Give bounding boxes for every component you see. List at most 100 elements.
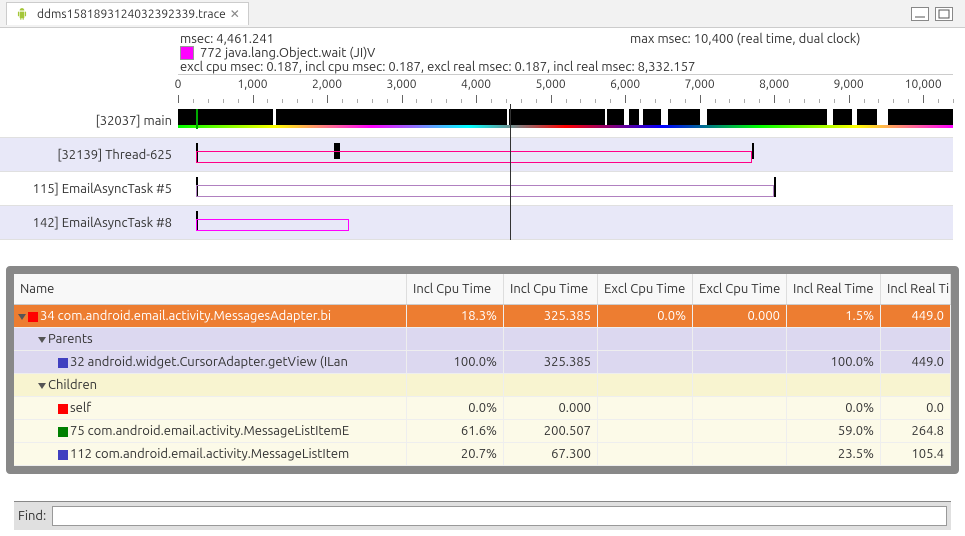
thread-row[interactable]: [32139] Thread-625 <box>0 138 953 172</box>
stats-row[interactable]: Parents <box>14 328 951 351</box>
stats-name: 75 com.android.email.activity.MessageLis… <box>14 420 407 442</box>
ruler-label: 9,000 <box>834 78 864 91</box>
stats-value <box>598 328 693 350</box>
method-color-swatch <box>180 46 194 60</box>
stats-row[interactable]: 75 com.android.email.activity.MessageLis… <box>14 420 951 443</box>
stats-value: 0.0% <box>787 397 881 419</box>
method-label: 772 java.lang.Object.wait (JI)V <box>200 46 375 60</box>
stats-row[interactable]: 112 com.android.email.activity.MessageLi… <box>14 443 951 466</box>
ruler-label: 8,000 <box>759 78 789 91</box>
stats-row[interactable]: 34 com.android.email.activity.MessagesAd… <box>14 305 951 328</box>
stats-value <box>407 374 504 396</box>
stats-row[interactable]: Children <box>14 374 951 397</box>
stats-value: 59.0% <box>787 420 881 442</box>
ruler-label: 1,000 <box>238 78 268 91</box>
col-incl-cpu-pct[interactable]: Incl Cpu Time <box>407 274 504 304</box>
find-label: Find: <box>18 509 46 523</box>
expand-icon[interactable] <box>38 337 46 343</box>
thread-label: [32037] main <box>0 114 178 128</box>
method-color-icon <box>58 450 68 460</box>
method-color-icon <box>58 427 68 437</box>
stats-value <box>407 328 504 350</box>
thread-row[interactable]: 115] EmailAsyncTask #5 <box>0 172 953 206</box>
thread-track[interactable] <box>178 107 953 135</box>
stats-value: 0.0% <box>598 305 693 327</box>
android-icon <box>15 7 29 21</box>
stats-value: 0.0% <box>407 397 504 419</box>
stats-value: 67.300 <box>504 443 598 465</box>
stats-body: 34 com.android.email.activity.MessagesAd… <box>14 305 951 466</box>
stats-value <box>598 420 693 442</box>
stats-value: 20.7% <box>407 443 504 465</box>
ruler-label: 7,000 <box>685 78 715 91</box>
find-input[interactable] <box>52 506 947 526</box>
stats-value: 0.000 <box>504 397 598 419</box>
ruler-label: 4,000 <box>461 78 491 91</box>
stats-value: 18.3% <box>407 305 504 327</box>
stats-row[interactable]: self0.0%0.0000.0%0.0 <box>14 397 951 420</box>
stats-value: 100.0% <box>787 351 881 373</box>
max-msec-label: max msec: 10,400 (real time, dual clock) <box>630 32 860 46</box>
stats-value: 1.5% <box>787 305 881 327</box>
stats-value: 0.0 <box>881 397 951 419</box>
stats-value <box>693 397 787 419</box>
tab-close-icon[interactable]: ✕ <box>230 7 240 21</box>
stats-value <box>787 374 881 396</box>
stats-value: 200.507 <box>504 420 598 442</box>
col-name[interactable]: Name <box>14 274 407 304</box>
thread-label: 115] EmailAsyncTask #5 <box>0 182 178 196</box>
trace-info: msec: 4,461.241 max msec: 10,400 (real t… <box>0 28 965 74</box>
col-incl-cpu-time[interactable]: Incl Cpu Time <box>504 274 598 304</box>
time-cursor[interactable] <box>510 104 511 240</box>
msec-label: msec: 4,461.241 <box>180 32 630 46</box>
stats-name: 34 com.android.email.activity.MessagesAd… <box>14 305 407 327</box>
ruler-label: 2,000 <box>312 78 342 91</box>
ruler-label: 5,000 <box>536 78 566 91</box>
col-excl-cpu-time[interactable]: Excl Cpu Time <box>693 274 787 304</box>
stats-row[interactable]: 32 android.widget.CursorAdapter.getView … <box>14 351 951 374</box>
expand-icon[interactable] <box>18 314 26 320</box>
time-ruler[interactable]: 01,0002,0003,0004,0005,0006,0007,0008,00… <box>178 74 953 104</box>
titlebar: ddms1581893124032392339.trace ✕ <box>0 0 965 28</box>
stats-value: 105.4 <box>881 443 951 465</box>
stats-name: self <box>14 397 407 419</box>
thread-track[interactable] <box>178 175 953 203</box>
stats-name: Parents <box>14 328 407 350</box>
col-incl-real-time[interactable]: Incl Real Ti <box>881 274 951 304</box>
ruler-label: 0 <box>175 78 182 91</box>
col-excl-cpu-pct[interactable]: Excl Cpu Time <box>598 274 693 304</box>
stats-value <box>693 374 787 396</box>
stats-value: 325.385 <box>504 351 598 373</box>
stats-value: 0.000 <box>693 305 787 327</box>
tab-title-text: ddms1581893124032392339.trace <box>37 8 226 21</box>
ruler-label: 10,000 <box>905 78 942 91</box>
find-bar: Find: <box>14 501 951 530</box>
stats-value <box>598 351 693 373</box>
minimize-button[interactable] <box>911 7 929 21</box>
thread-track[interactable] <box>178 141 953 169</box>
stats-value <box>881 374 951 396</box>
stats-value <box>693 420 787 442</box>
timeline: [32037] main [32139] Thread-625 115] Email… <box>0 104 953 240</box>
stats-name: 32 android.widget.CursorAdapter.getView … <box>14 351 407 373</box>
stats-value <box>693 328 787 350</box>
method-color-icon <box>58 404 68 414</box>
thread-label: [32139] Thread-625 <box>0 148 178 162</box>
thread-label: 142] EmailAsyncTask #8 <box>0 216 178 230</box>
stats-value: 449.0 <box>881 305 951 327</box>
thread-track[interactable] <box>178 209 953 237</box>
stats-value <box>693 443 787 465</box>
stats-panel: Name Incl Cpu Time Incl Cpu Time Excl Cp… <box>6 266 959 474</box>
tab-active[interactable]: ddms1581893124032392339.trace ✕ <box>6 2 249 25</box>
stats-value: 264.8 <box>881 420 951 442</box>
stats-value <box>504 374 598 396</box>
thread-row[interactable]: [32037] main <box>0 104 953 138</box>
stats-value <box>787 328 881 350</box>
method-color-icon <box>28 312 38 322</box>
stats-value <box>598 397 693 419</box>
maximize-button[interactable] <box>935 7 953 21</box>
col-incl-real-pct[interactable]: Incl Real Time <box>787 274 881 304</box>
thread-row[interactable]: 142] EmailAsyncTask #8 <box>0 206 953 240</box>
stats-value <box>693 351 787 373</box>
expand-icon[interactable] <box>38 383 46 389</box>
